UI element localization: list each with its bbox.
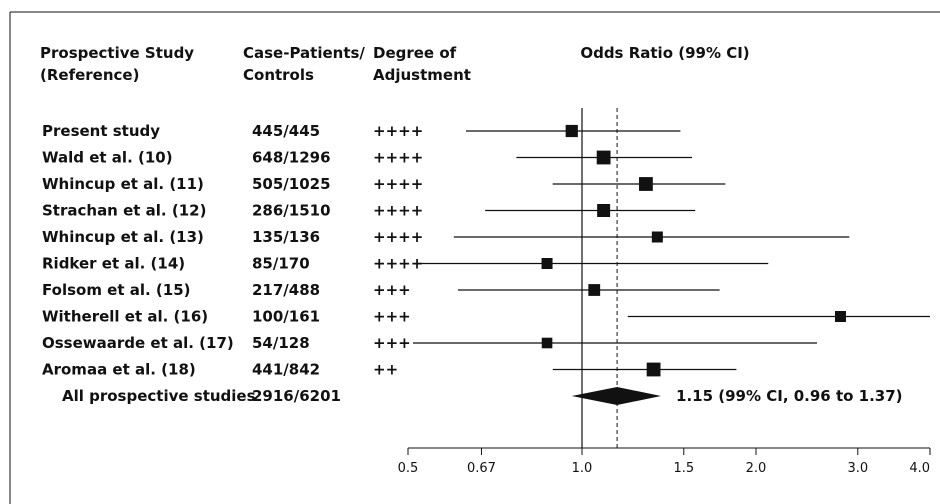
summary-name: All prospective studies bbox=[62, 387, 256, 405]
study-counts: 135/136 bbox=[252, 228, 320, 246]
header-study-line1: Prospective Study bbox=[40, 44, 194, 62]
study-adjustment: +++ bbox=[373, 281, 411, 299]
study-name: Witherell et al. (16) bbox=[42, 308, 208, 326]
study-adjustment: ++++ bbox=[373, 255, 423, 273]
study-counts: 217/488 bbox=[252, 281, 320, 299]
study-point-estimate bbox=[651, 231, 663, 243]
study-counts: 85/170 bbox=[252, 255, 310, 273]
study-counts: 54/128 bbox=[252, 334, 310, 352]
summary-diamond bbox=[571, 387, 662, 405]
study-name: Whincup et al. (11) bbox=[42, 175, 204, 193]
study-counts: 100/161 bbox=[252, 308, 320, 326]
study-counts: 286/1510 bbox=[252, 202, 331, 220]
study-adjustment: +++ bbox=[373, 308, 411, 326]
study-name: Aromaa et al. (18) bbox=[42, 361, 196, 379]
study-name: Strachan et al. (12) bbox=[42, 202, 206, 220]
x-axis-tick-label: 1.5 bbox=[673, 461, 694, 476]
summary-counts: 2916/6201 bbox=[252, 387, 341, 405]
study-point-estimate bbox=[597, 204, 611, 217]
summary-estimate-label: 1.15 (99% CI, 0.96 to 1.37) bbox=[676, 387, 903, 405]
x-axis: 0.5 0.67 1.0 1.5 2.0 3.0 4.0 bbox=[398, 447, 931, 476]
plot-marks: 1.15 (99% CI, 0.96 to 1.37) bbox=[412, 108, 930, 448]
study-point-estimate bbox=[639, 177, 653, 191]
study-adjustment: ++++ bbox=[373, 175, 423, 193]
study-name: Present study bbox=[42, 122, 160, 140]
study-counts: 441/842 bbox=[252, 361, 320, 379]
study-point-estimate bbox=[646, 362, 661, 377]
x-axis-tick-label: 0.5 bbox=[398, 461, 419, 476]
study-rows: Present study 445/445 ++++ Wald et al. (10)… bbox=[42, 122, 423, 405]
study-name: Whincup et al. (13) bbox=[42, 228, 204, 246]
study-name: Wald et al. (10) bbox=[42, 149, 173, 167]
x-axis-tick-label: 0.67 bbox=[467, 461, 496, 476]
header-adjustment-line1: Degree of bbox=[373, 44, 457, 62]
study-name: Ossewaarde et al. (17) bbox=[42, 334, 234, 352]
study-adjustment: ++++ bbox=[373, 122, 423, 140]
header-study-line2: (Reference) bbox=[40, 66, 139, 84]
study-adjustment: ++++ bbox=[373, 202, 423, 220]
study-adjustment: ++++ bbox=[373, 149, 423, 167]
study-point-estimate bbox=[588, 284, 601, 296]
study-point-estimate bbox=[541, 337, 553, 349]
study-name: Folsom et al. (15) bbox=[42, 281, 191, 299]
header-adjustment-line2: Adjustment bbox=[373, 66, 471, 84]
x-axis-tick-label: 2.0 bbox=[746, 461, 767, 476]
study-adjustment: ++++ bbox=[373, 228, 423, 246]
study-counts: 648/1296 bbox=[252, 149, 331, 167]
study-adjustment: ++ bbox=[373, 361, 398, 379]
study-point-estimate bbox=[565, 124, 578, 138]
header-counts-line1: Case-Patients/ bbox=[243, 44, 365, 62]
study-adjustment: +++ bbox=[373, 334, 411, 352]
header-estimate: Odds Ratio (99% CI) bbox=[580, 44, 749, 62]
x-axis-tick-label: 1.0 bbox=[572, 461, 593, 476]
study-counts: 505/1025 bbox=[252, 175, 331, 193]
study-counts: 445/445 bbox=[252, 122, 320, 140]
x-axis-tick-label: 4.0 bbox=[909, 461, 930, 476]
study-point-estimate bbox=[596, 150, 611, 165]
x-axis-tick-label: 3.0 bbox=[847, 461, 868, 476]
header-counts-line2: Controls bbox=[243, 66, 314, 84]
study-name: Ridker et al. (14) bbox=[42, 255, 185, 273]
study-point-estimate bbox=[834, 311, 846, 322]
study-point-estimate bbox=[541, 258, 553, 269]
